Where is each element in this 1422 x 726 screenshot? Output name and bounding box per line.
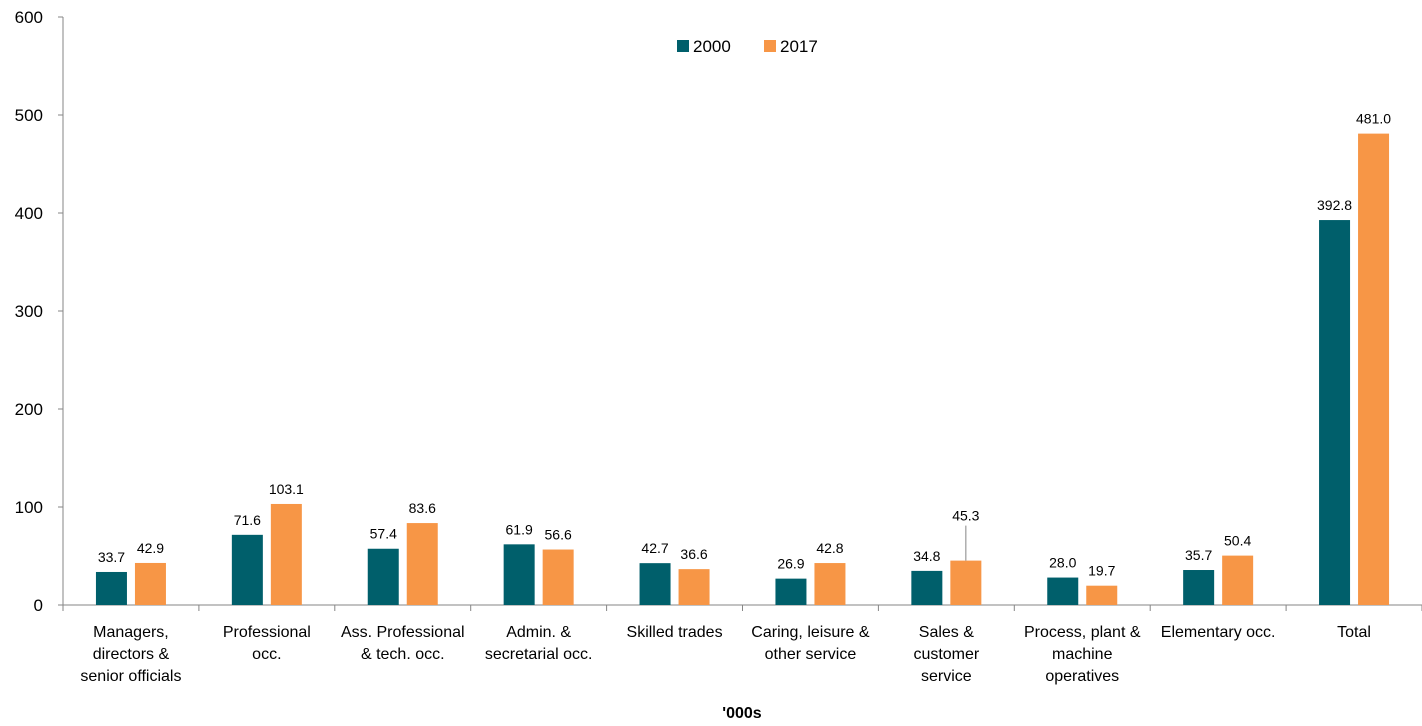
bar-2017 (270, 503, 302, 605)
data-label: 83.6 (409, 500, 436, 516)
bars (95, 133, 1390, 605)
y-tick-label: 0 (34, 596, 43, 615)
bar-2000 (775, 578, 807, 605)
legend: 2000 2017 (677, 37, 818, 56)
data-label: 42.8 (816, 540, 843, 556)
x-tick-label: Admin. & secretarial occ. (485, 624, 593, 663)
y-tick-label: 100 (15, 498, 43, 517)
legend-label-2017: 2017 (780, 37, 818, 56)
axes: 0 100 200 300 400 500 600 Managers, directors & s… (15, 8, 1422, 685)
x-axis-title: '000s (722, 705, 762, 722)
data-label: 36.6 (680, 546, 707, 562)
bar-2000 (231, 534, 263, 605)
data-label: 481.0 (1356, 111, 1391, 127)
x-tick-label: Total (1337, 624, 1371, 641)
x-tick-label: Process, plant & machine operatives (1024, 624, 1141, 685)
x-tick-label: Professional occ. (223, 624, 311, 663)
x-tick-label: Sales & customer service (913, 624, 979, 685)
x-tick-label: Skilled trades (627, 624, 723, 641)
bar-2017 (814, 563, 846, 605)
bar-2017 (542, 549, 574, 605)
bar-2017 (1086, 585, 1118, 605)
data-label: 34.8 (913, 548, 940, 564)
bar-2017 (134, 562, 166, 605)
x-tick-label: Managers, directors & senior officials (80, 624, 181, 685)
bar-2000 (1319, 220, 1351, 605)
y-tick-label: 200 (15, 400, 43, 419)
bar-2000 (911, 570, 943, 605)
data-label: 103.1 (269, 481, 304, 497)
bar-2000 (95, 571, 127, 605)
data-label: 50.4 (1224, 533, 1251, 549)
bar-2000 (1183, 570, 1215, 605)
y-tick-label: 500 (15, 106, 43, 125)
data-label: 26.9 (777, 556, 804, 572)
bar-2017 (950, 560, 982, 605)
x-tick-label: Elementary occ. (1161, 624, 1276, 641)
legend-swatch-2017 (764, 40, 776, 52)
bar-2017 (1222, 555, 1254, 605)
bar-2000 (639, 563, 671, 605)
y-tick-label: 300 (15, 302, 43, 321)
legend-swatch-2000 (677, 40, 689, 52)
x-tick-label: Caring, leisure & other service (751, 624, 870, 663)
y-tick-label: 400 (15, 204, 43, 223)
bar-2017 (1358, 133, 1390, 605)
data-label: 33.7 (98, 549, 125, 565)
data-label: 61.9 (506, 521, 533, 537)
data-label: 56.6 (545, 527, 572, 543)
legend-label-2000: 2000 (693, 37, 731, 56)
bar-2000 (367, 548, 399, 605)
data-label: 71.6 (234, 512, 261, 528)
data-label: 45.3 (952, 508, 979, 524)
data-label: 42.7 (641, 540, 668, 556)
bar-2000 (1047, 577, 1079, 605)
bar-2017 (678, 569, 710, 605)
data-label: 42.9 (137, 540, 164, 556)
x-tick-label: Ass. Professional & tech. occ. (341, 624, 465, 663)
data-label: 392.8 (1317, 197, 1352, 213)
bar-2000 (503, 544, 535, 605)
y-tick-label: 600 (15, 8, 43, 27)
data-label: 57.4 (370, 526, 397, 542)
data-label: 35.7 (1185, 547, 1212, 563)
data-label: 19.7 (1088, 563, 1115, 579)
data-label: 28.0 (1049, 555, 1076, 571)
bar-2017 (406, 523, 438, 605)
data-labels: 33.7 42.9 71.6 103.1 57.4 83.6 61.9 56.6 42.7 36.… (98, 111, 1391, 579)
